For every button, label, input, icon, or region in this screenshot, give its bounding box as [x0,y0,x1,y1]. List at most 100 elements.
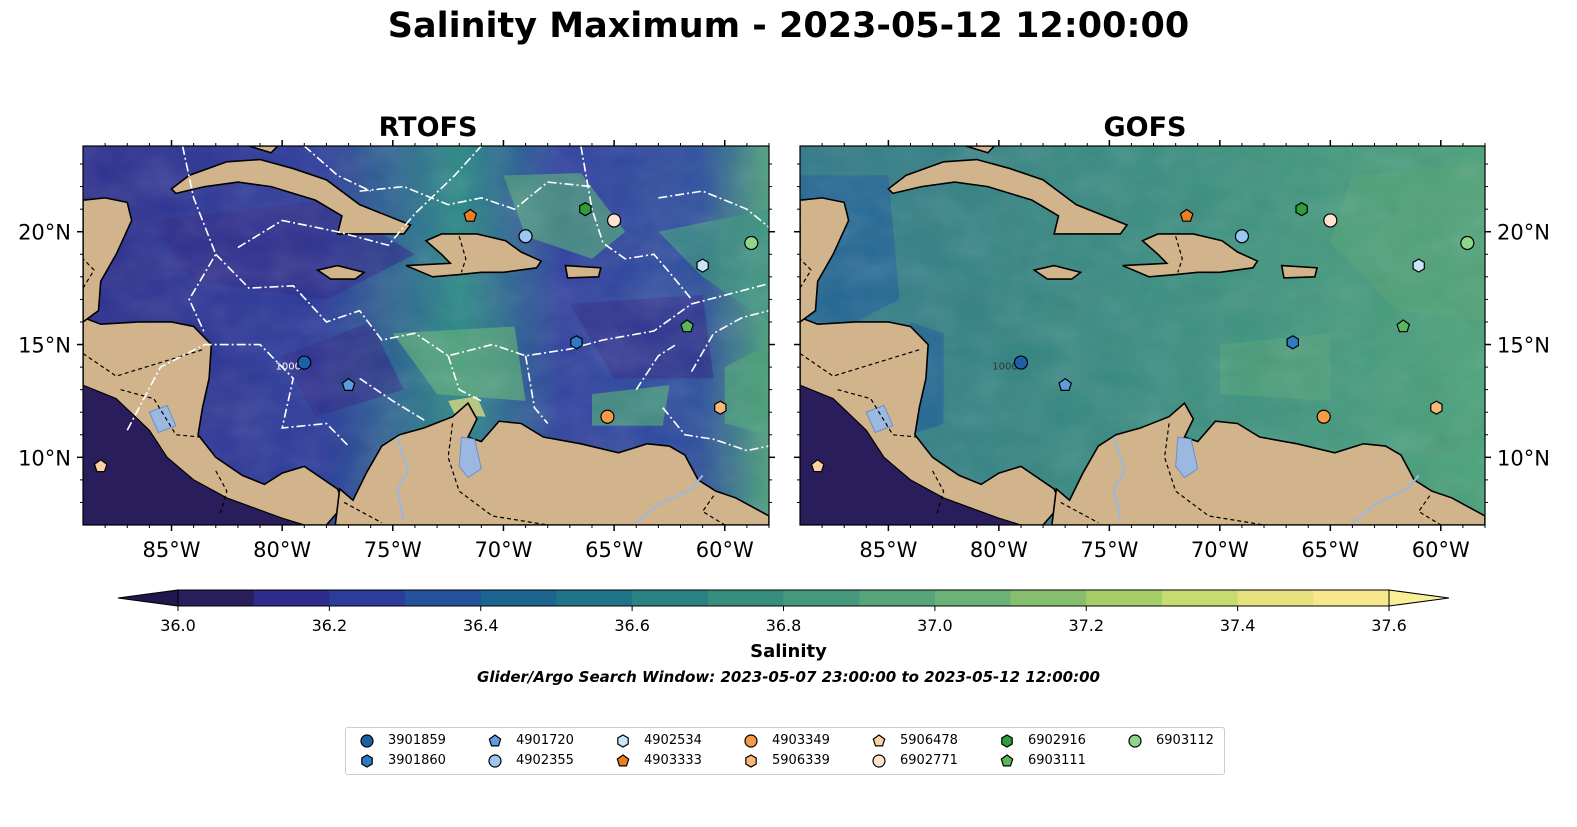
river [396,436,410,521]
country-border [215,470,228,514]
colorbar-tick-label: 37.2 [1068,616,1104,635]
country-border [1417,495,1442,525]
x-tick-label: 85°W [859,538,917,562]
river [1351,474,1420,524]
float-marker-5906339 [714,400,727,415]
legend-marker [617,734,629,748]
legend-label: 4903349 [772,733,830,748]
colorbar-extend-low [117,589,179,607]
legend-marker-hexagon-icon [617,734,629,748]
colorbar-segment [707,590,784,606]
land-hispaniola [1122,233,1259,278]
land-south-america [1051,401,1485,525]
x-tick-label: 70°W [474,538,532,562]
legend-label: 6903111 [1028,753,1086,768]
legend-marker [872,754,886,768]
legend-label: 5906478 [900,733,958,748]
float-marker-6903111 [680,319,695,333]
float-marker-4903333 [463,208,478,222]
colorbar-tick-label: 36.4 [463,616,499,635]
legend-label: 5906339 [772,753,830,768]
x-tick-label: 85°W [143,538,201,562]
float-marker-4903349 [1316,409,1331,424]
x-tick-label: 75°W [1080,538,1138,562]
country-border [458,236,467,273]
map-frame [799,145,1486,526]
legend-marker-pentagon-icon [872,734,886,747]
legend-marker-circle-icon [1128,734,1142,748]
country-border [1163,423,1265,525]
legend-marker [872,734,886,747]
colorbar-tick-label: 36.2 [312,616,348,635]
legend-marker-pentagon-icon [488,734,502,747]
lake [458,436,482,479]
map-panel-gofs: 1000 85°W 80°W 75°W 70°W 65°W 60°W 20°N 15°N 10°N [794,140,1550,562]
y-tick-label: 10°N [18,446,71,470]
panel-title-rtofs: RTOFS [378,112,478,143]
float-marker-3901859 [297,355,312,370]
colorbar-tick-label: 36.0 [160,616,196,635]
float-marker-4903333 [1179,208,1194,222]
legend-label: 4903333 [644,753,702,768]
legend-marker [488,754,502,768]
float-marker-5906478 [810,459,825,473]
colorbar-tick-label: 37.6 [1371,616,1407,635]
float-marker-4901720 [1058,377,1073,391]
lake [1175,436,1199,479]
legend-label: 6902771 [900,753,958,768]
float-marker-6903112 [1460,235,1475,251]
legend-marker [361,754,373,768]
lake [148,404,177,434]
eez-boundary [447,355,482,402]
colorbar-segment [1237,590,1314,606]
float-marker-4901720 [341,377,356,391]
colorbar-segment [859,590,936,606]
legend-marker [1000,754,1014,767]
legend-marker-circle-icon [872,754,886,768]
legend-marker-pentagon-icon [616,754,630,767]
colorbar-segment [253,590,330,606]
float-marker-6902771 [606,213,622,228]
x-tick-label: 60°W [696,538,754,562]
legend-marker [616,754,630,767]
country-border [932,470,945,514]
x-tick-label: 80°W [253,538,311,562]
land-jamaica [315,264,366,280]
map-panel-rtofs: 1000 85°W 80°W 75°W 70°W 65°W 60°W 20°N 15°N 10°N [18,140,775,562]
land-yucatan [800,197,850,323]
y-tick-label: 15°N [1497,334,1550,358]
eez-boundary [690,309,769,372]
lake [865,404,894,434]
land-florida-tip [965,146,996,154]
country-border [800,348,922,377]
colorbar-segment [405,590,482,606]
legend-marker-circle-icon [744,734,758,748]
country-border [837,389,918,438]
panel-title-gofs: GOFS [1103,112,1187,143]
float-marker-3901860 [570,335,583,350]
colorbar-segment [1010,590,1087,606]
x-tick-label: 65°W [585,538,643,562]
land-jamaica [1032,264,1083,280]
country-border [447,423,548,525]
eez-boundary [303,146,372,192]
x-tick-label: 65°W [1301,538,1359,562]
x-tick-label: 70°W [1191,538,1249,562]
x-tick-label: 60°W [1412,538,1470,562]
colorbar-segment [1161,590,1239,606]
eez-boundary [181,146,217,334]
float-legend: 3901859 3901860 4901720 4902355 4902534 49033… [345,727,1225,775]
legend-label: 4902534 [644,733,702,748]
float-marker-5906478 [93,459,108,473]
float-marker-6903112 [744,235,759,251]
legend-marker [745,754,757,768]
float-marker-4903349 [600,409,615,424]
eez-boundary [359,377,427,422]
legend-marker [1128,734,1142,748]
land-cuba [887,158,1129,235]
colorbar-segment [1313,590,1390,606]
colorbar-segment [329,590,406,606]
legend-marker-pentagon-icon [1000,754,1014,767]
colorbar-segment [1086,590,1163,606]
